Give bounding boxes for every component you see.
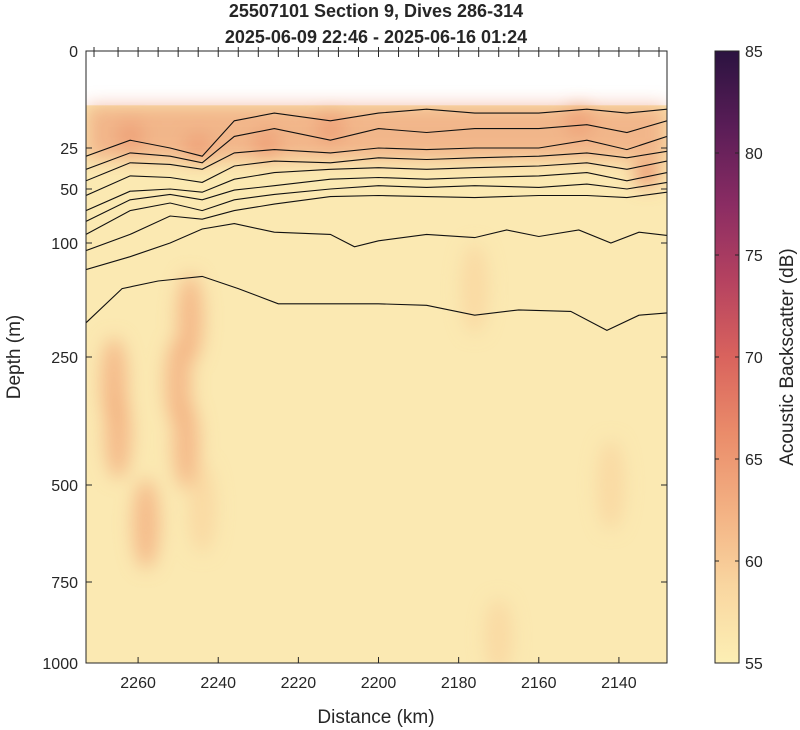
heatmap-layer bbox=[86, 105, 667, 663]
contour-line bbox=[86, 191, 667, 252]
plot-area: 2260 2240 2220 2200 2180 2160 2140 0 25 50 100 250… bbox=[42, 44, 668, 692]
heatmap-patch bbox=[485, 599, 512, 663]
contour-line bbox=[86, 120, 667, 170]
contour-line bbox=[86, 135, 667, 182]
colorbar-tick-label: 70 bbox=[745, 350, 763, 367]
y-tick-label: 50 bbox=[60, 182, 78, 199]
heatmap-patch bbox=[633, 158, 660, 187]
y-tick-label: 100 bbox=[51, 236, 78, 253]
y-tick-label: 250 bbox=[51, 350, 78, 367]
colorbar-tick-label: 65 bbox=[745, 452, 763, 469]
y-tick-label: 500 bbox=[51, 478, 78, 495]
colorbar-tick-label: 55 bbox=[745, 656, 763, 673]
y-tick-label: 750 bbox=[51, 575, 78, 592]
contour-line bbox=[86, 150, 667, 197]
colorbar-tick-label: 85 bbox=[745, 44, 763, 61]
heatmap-patch bbox=[189, 463, 216, 554]
colorbar-tick-label: 60 bbox=[745, 554, 763, 571]
y-axis-label: Depth (m) bbox=[4, 315, 25, 399]
colorbar-ticks: 55 60 65 70 75 80 85 bbox=[715, 44, 763, 673]
colorbar-tick-label: 75 bbox=[745, 248, 763, 265]
y-tick-label: 0 bbox=[69, 44, 78, 61]
colorbar-tick-label: 80 bbox=[745, 146, 763, 163]
colorbar: 55 60 65 70 75 80 85 Acoustic Backscatter (dB) bbox=[714, 44, 798, 673]
heatmap-patch bbox=[173, 399, 200, 490]
heatmap-patch bbox=[105, 388, 132, 479]
contour-layer bbox=[86, 108, 667, 332]
contour-line bbox=[86, 108, 667, 157]
x-tick-label: 2220 bbox=[281, 675, 317, 692]
contour-line bbox=[86, 181, 667, 235]
contour-line bbox=[86, 223, 667, 271]
heatmap-patch bbox=[177, 274, 204, 364]
y-axis-ticks: 0 25 50 100 250 500 750 1000 bbox=[42, 44, 667, 673]
x-tick-label: 2140 bbox=[601, 675, 637, 692]
x-tick-label: 2180 bbox=[441, 675, 477, 692]
heatmap-patch bbox=[461, 243, 488, 334]
y-tick-label: 25 bbox=[60, 141, 78, 158]
x-tick-label: 2160 bbox=[521, 675, 557, 692]
chart-subtitle: 2025-06-09 22:46 - 2025-06-16 01:24 bbox=[225, 27, 527, 47]
x-tick-label: 2260 bbox=[120, 675, 156, 692]
chart-title: 25507101 Section 9, Dives 286-314 bbox=[229, 1, 523, 21]
x-axis-label: Distance (km) bbox=[317, 707, 434, 728]
contour-line bbox=[86, 275, 667, 332]
x-axis-ticks: 2260 2240 2220 2200 2180 2160 2140 bbox=[120, 657, 637, 692]
colorbar-label: Acoustic Backscatter (dB) bbox=[777, 248, 798, 466]
heatmap-patch bbox=[133, 478, 160, 569]
dive-ticks bbox=[93, 47, 660, 57]
heatmap-surface-band bbox=[86, 105, 667, 160]
contour-line bbox=[86, 160, 667, 212]
x-tick-label: 2200 bbox=[361, 675, 397, 692]
x-tick-label: 2240 bbox=[200, 675, 236, 692]
y-tick-label: 1000 bbox=[42, 656, 78, 673]
heatmap-patch bbox=[597, 440, 624, 530]
contour-line bbox=[86, 172, 667, 222]
